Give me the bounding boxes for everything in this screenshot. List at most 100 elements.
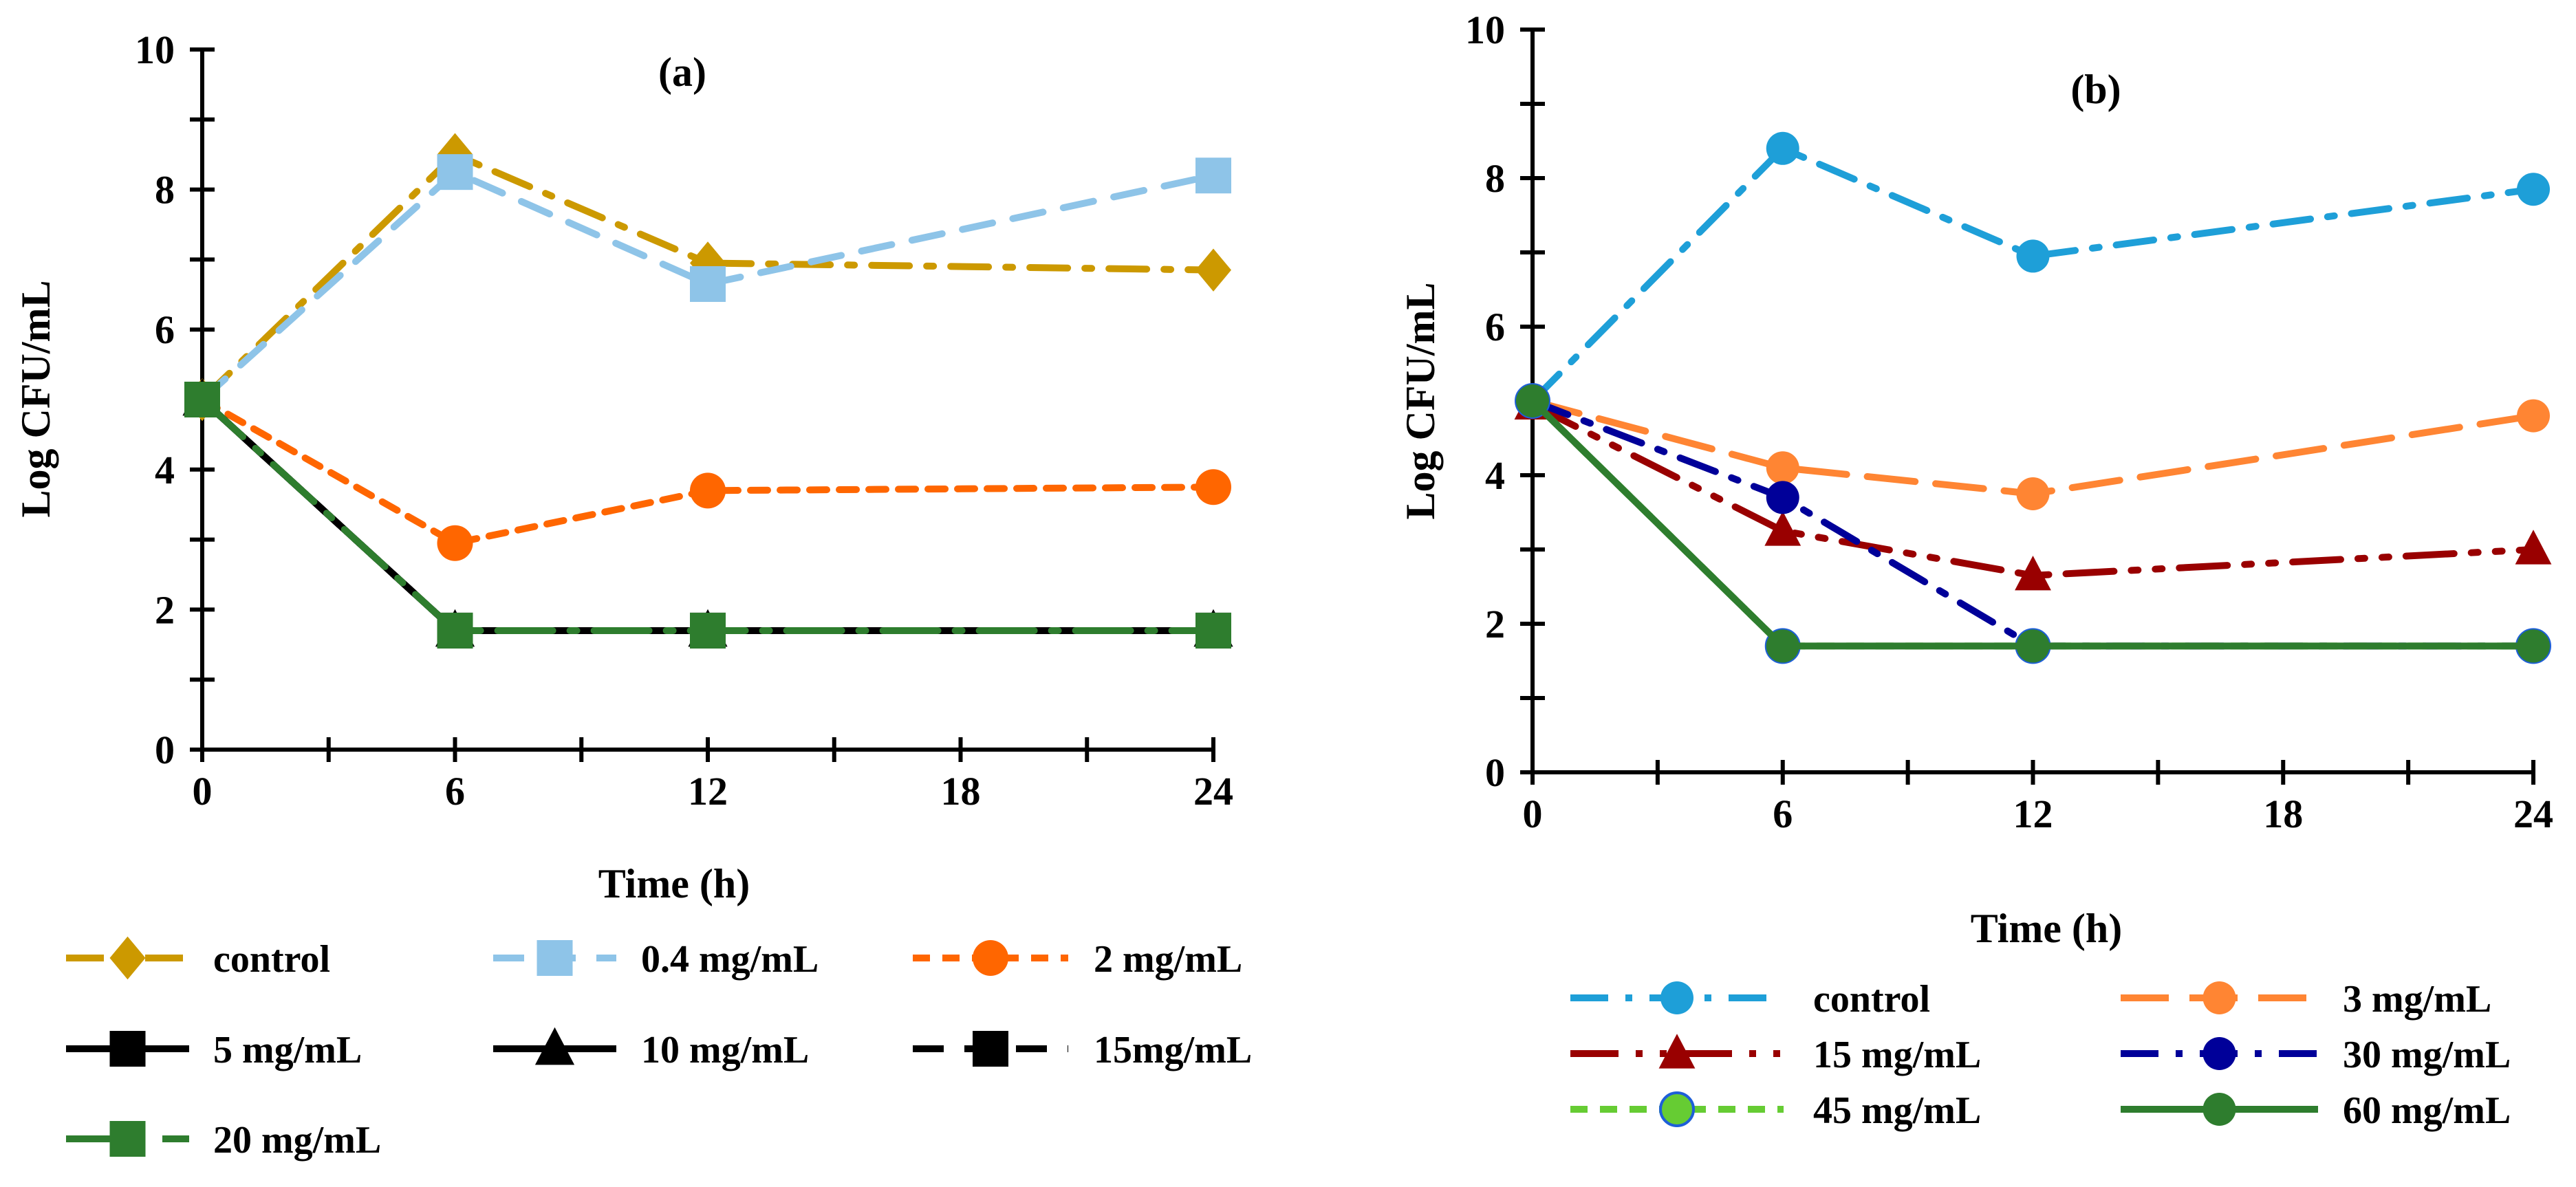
data-point (1516, 384, 1549, 417)
legend-label: 30 mg/mL (2343, 1034, 2511, 1076)
legend-item: 2 mg/mL (913, 938, 1242, 981)
data-point (690, 266, 726, 303)
legend-label: 15 mg/mL (1813, 1034, 1981, 1076)
series-20-mg-ml (184, 382, 1231, 649)
series-line (1529, 144, 2537, 404)
legend-item: control (1570, 978, 1930, 1021)
series-5-mg-ml (184, 382, 1231, 649)
y-tick-label: 4 (155, 448, 175, 492)
data-point (1195, 157, 1231, 194)
legend-item: 30 mg/mL (2121, 1034, 2511, 1076)
legend-label: 60 mg/mL (2343, 1089, 2511, 1132)
x-tick-label: 12 (2013, 792, 2053, 836)
legend-marker (1659, 1091, 1695, 1127)
legend-marker (534, 1027, 575, 1065)
legend-label: 20 mg/mL (213, 1119, 381, 1162)
series-line (199, 150, 1217, 403)
y-tick-label: 4 (1485, 453, 1505, 498)
series-control (1516, 131, 2550, 417)
legend-marker (109, 1031, 146, 1067)
panel-a-title: (a) (658, 50, 706, 95)
series-line (199, 396, 1217, 634)
data-point (184, 382, 220, 417)
legend-item: 15mg/mL (913, 1029, 1252, 1071)
legend-marker (1658, 1034, 1696, 1069)
data-point (2016, 477, 2050, 510)
x-tick-label: 18 (2263, 792, 2303, 836)
y-tick-label: 8 (155, 168, 175, 213)
data-point (1766, 481, 1799, 514)
legend-item: control (66, 936, 330, 981)
legend-label: control (1813, 978, 1930, 1021)
series-3-mg-ml (1516, 384, 2550, 510)
legend-marker (973, 1031, 1008, 1067)
legend-label: 45 mg/mL (1813, 1089, 1981, 1132)
panel-a-xlabel: Time (h) (598, 861, 750, 906)
legend-item: 10 mg/mL (493, 1027, 809, 1071)
panel-b-title: (b) (2070, 67, 2121, 112)
y-tick-label: 2 (1485, 602, 1505, 646)
data-point (2016, 629, 2050, 663)
data-point (2015, 556, 2051, 591)
series-30-mg-ml (1516, 384, 2550, 663)
series-0-4-mg-ml (184, 154, 1231, 417)
panel-b-ylabel: Log CFU/mL (1398, 283, 1443, 520)
legend-label: 5 mg/mL (213, 1029, 362, 1071)
series-line (199, 396, 1217, 634)
legend-marker (537, 940, 573, 976)
series-line (199, 396, 1217, 634)
series-60-mg-ml (1516, 384, 2550, 663)
data-point (1195, 469, 1231, 505)
legend-marker (2202, 981, 2236, 1014)
data-point (437, 154, 473, 190)
data-point (690, 612, 726, 649)
legend-item: 20 mg/mL (66, 1119, 381, 1162)
legend-item: 60 mg/mL (2121, 1089, 2511, 1132)
series-line (199, 396, 1217, 634)
x-tick-label: 12 (688, 769, 728, 814)
y-tick-label: 6 (1485, 305, 1505, 349)
data-point (2517, 173, 2550, 206)
series-line (199, 168, 1217, 403)
series-45-mg-ml (1515, 383, 2551, 664)
data-point (690, 472, 726, 509)
data-point (1195, 248, 1231, 292)
series-10-mg-ml (182, 378, 1233, 647)
y-tick-label: 0 (1485, 750, 1505, 795)
legend-marker (109, 1121, 146, 1157)
data-point (1764, 511, 1801, 546)
legend-marker (2202, 1037, 2236, 1070)
legend-marker (973, 940, 1008, 976)
x-tick-label: 24 (2513, 792, 2553, 836)
x-tick-label: 6 (1773, 792, 1793, 836)
y-tick-label: 6 (155, 307, 175, 352)
series-line (199, 396, 1217, 547)
data-point (1766, 131, 1799, 165)
data-point (1766, 629, 1799, 663)
x-tick-label: 18 (941, 769, 981, 814)
legend-label: 2 mg/mL (1094, 938, 1242, 981)
series-line (1529, 398, 2537, 498)
y-tick-label: 10 (1465, 8, 1505, 52)
data-point (437, 525, 473, 561)
legend-marker (2202, 1093, 2236, 1126)
x-tick-label: 6 (445, 769, 465, 814)
legend-label: 10 mg/mL (641, 1029, 809, 1071)
data-point (2016, 239, 2050, 273)
legend-item: 5 mg/mL (66, 1029, 362, 1071)
legend-label: 15mg/mL (1094, 1029, 1252, 1071)
y-tick-label: 2 (155, 587, 175, 632)
panel-b-xlabel: Time (h) (1971, 906, 2123, 951)
legend-item: 3 mg/mL (2121, 978, 2491, 1021)
y-tick-label: 8 (1485, 156, 1505, 201)
y-tick-label: 10 (135, 28, 175, 72)
x-tick-label: 0 (1523, 792, 1543, 836)
legend-marker (109, 936, 146, 980)
legend-label: 0.4 mg/mL (641, 938, 819, 981)
data-point (2517, 399, 2550, 433)
legend-label: 3 mg/mL (2343, 978, 2491, 1021)
legend-label: control (213, 938, 330, 981)
data-point (1766, 451, 1799, 485)
